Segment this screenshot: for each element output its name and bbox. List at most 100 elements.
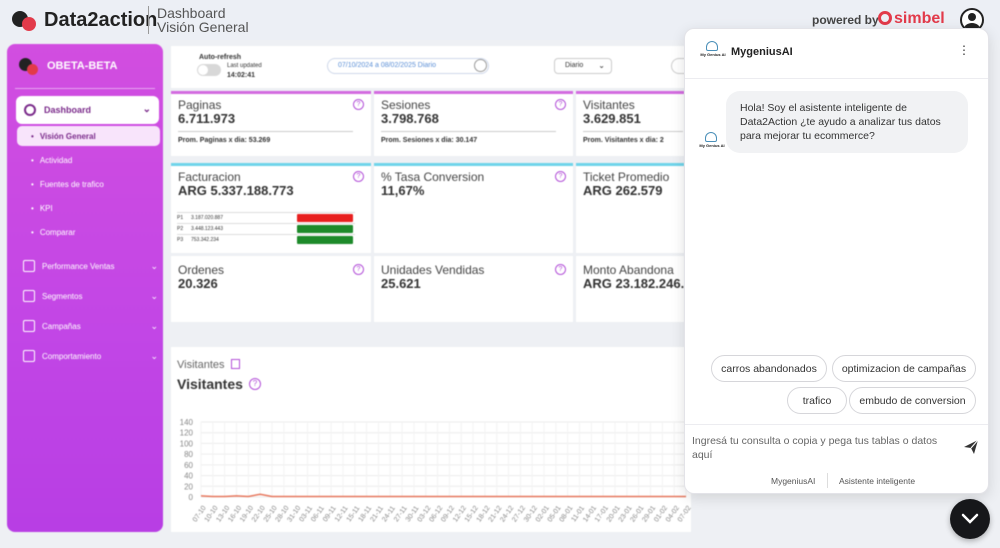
chat-toggle-button[interactable] [950, 499, 990, 539]
help-icon[interactable]: ? [353, 264, 364, 275]
sidebar: OBETA-BETA Dashboard ⌄ Visión General Ac… [7, 44, 163, 532]
simbel-logo-icon [878, 11, 892, 25]
y-tick-label: 100 [180, 439, 194, 448]
kpi-card-ticket: Ticket Promedio ARG 262.579 [576, 163, 684, 253]
help-icon[interactable]: ? [249, 378, 261, 390]
clock-icon[interactable] [474, 59, 487, 72]
account-name: OBETA-BETA [47, 60, 118, 72]
bot-logo-text: My Genius AI [699, 143, 725, 148]
page-title: Dashboard [157, 5, 226, 21]
sidebar-item-label: Comportamiento [42, 351, 102, 361]
help-icon[interactable]: ? [555, 99, 566, 110]
y-tick-label: 80 [184, 450, 193, 459]
card-accent-line [171, 91, 371, 94]
sidebar-item-dashboard[interactable]: Dashboard ⌄ [16, 96, 159, 124]
data2action-logo-icon[interactable] [12, 7, 38, 33]
auto-refresh-toggle[interactable] [197, 64, 221, 76]
kpi-subtitle: Prom. Visitantes x dia: 2 [583, 137, 664, 144]
sidebar-item-label: Dashboard [44, 105, 92, 115]
help-icon[interactable]: ? [353, 171, 364, 182]
last-updated-label: Last updated [227, 63, 262, 69]
bar-chart-icon [23, 260, 35, 272]
granularity-value: Diario [565, 62, 584, 69]
sidebar-subitem-actividad[interactable]: Actividad [17, 150, 160, 170]
send-icon[interactable] [963, 439, 979, 455]
y-tick-label: 0 [189, 493, 194, 502]
more-options-icon[interactable]: ⋮ [958, 43, 970, 57]
sidebar-divider [15, 88, 155, 89]
table-row: P2 3.448.123.443 [177, 223, 355, 234]
document-icon [23, 290, 35, 302]
y-tick-label: 20 [184, 482, 193, 491]
header-divider [148, 6, 149, 34]
sidebar-subitem-kpi[interactable]: KPI [17, 198, 160, 218]
auto-refresh-label: Auto-refresh [199, 54, 242, 61]
footer-tagline: Asistente inteligente [839, 476, 916, 486]
brand-name: Data2action [44, 9, 158, 31]
section-label: Visitantes [177, 359, 225, 371]
card-accent-line [374, 163, 573, 166]
row-bar [297, 214, 353, 222]
kpi-title: Visitantes [583, 98, 635, 112]
row-value: 753.342.234 [191, 237, 219, 243]
filter-extra-control[interactable] [671, 58, 691, 74]
kpi-value: 20.326 [178, 276, 218, 291]
footer-divider [827, 473, 828, 488]
sidebar-item-performance-ventas[interactable]: Performance Ventas ⌄ [23, 256, 158, 276]
sidebar-item-campanas[interactable]: Campañas ⌄ [23, 316, 158, 336]
sidebar-subitem-comparar[interactable]: Comparar [17, 222, 160, 242]
kpi-value: 25.621 [381, 276, 421, 291]
mygenius-logo-icon: My Genius AI [700, 41, 726, 65]
row-value: 3.187.020.887 [191, 215, 223, 221]
footer-brand: MygeniusAI [771, 476, 816, 486]
series-line [200, 493, 686, 498]
last-updated-time: 14:02:41 [227, 72, 256, 79]
kpi-subtitle: Prom. Sesiones x dia: 30.147 [381, 137, 478, 144]
card-accent-line [576, 91, 684, 94]
kpi-title: Paginas [178, 98, 222, 112]
chat-input[interactable] [692, 434, 948, 464]
kpi-card-conversion: % Tasa Conversion 11,67% ? [374, 163, 573, 253]
y-tick-label: 60 [184, 461, 193, 470]
row-value: 3.448.123.443 [191, 226, 223, 232]
row-key: P3 [177, 237, 184, 243]
table-row: P3 753.342.234 [177, 234, 355, 245]
kpi-title: Ordenes [178, 263, 225, 277]
kpi-title: % Tasa Conversion [381, 170, 485, 184]
table-row: P1 3.187.020.887 [177, 212, 355, 223]
card-accent-line [171, 163, 371, 166]
kpi-value: ARG 23.182.246. [583, 276, 684, 291]
dashboard-icon [24, 104, 36, 116]
row-bar [297, 236, 353, 244]
kpi-subtitle: Prom. Paginas x dia: 53.269 [178, 137, 271, 144]
help-icon[interactable]: ? [555, 171, 566, 182]
kpi-card-facturacion: Facturacion ARG 5.337.188.773 ? P1 3.187… [171, 163, 371, 253]
kpi-card-ordenes: Ordenes 20.326 ? [171, 256, 371, 322]
visitors-chart-panel: Visitantes Visitantes ? 140 120 100 80 60 40 2… [171, 347, 691, 532]
chevron-down-icon: ⌄ [150, 350, 158, 361]
sidebar-subitem-vision-general[interactable]: Visión General [17, 126, 160, 146]
chart-title: Visitantes [177, 376, 243, 392]
date-range-picker[interactable]: 07/10/2024 a 08/02/2025 Diario [327, 58, 489, 74]
help-icon[interactable]: ? [353, 99, 364, 110]
sidebar-item-label: Segmentos [42, 291, 83, 301]
bot-avatar-icon: My Genius AI [699, 132, 725, 156]
kpi-card-paginas: Paginas 6.711.973 ? Prom. Paginas x dia:… [171, 91, 371, 156]
help-icon[interactable]: ? [555, 264, 566, 275]
chat-input-area [685, 424, 988, 468]
kpi-card-sesiones: Sesiones 3.798.768 ? Prom. Sesiones x di… [374, 91, 573, 156]
sidebar-item-segmentos[interactable]: Segmentos ⌄ [23, 286, 158, 306]
sidebar-item-comportamiento[interactable]: Comportamiento ⌄ [23, 346, 158, 366]
sidebar-subitem-fuentes[interactable]: Fuentes de trafico [17, 174, 160, 194]
powered-by-label: powered by [812, 13, 879, 27]
granularity-select[interactable]: Diario ⌄ [554, 58, 612, 74]
suggestion-chip[interactable]: trafico [787, 387, 847, 414]
row-bar [297, 225, 353, 233]
chat-header: My Genius AI MygeniusAI ⋮ [685, 29, 988, 79]
export-icon[interactable] [231, 359, 240, 369]
suggestion-chip[interactable]: optimizacion de campañas [832, 355, 976, 382]
suggestion-chip[interactable]: embudo de conversion [849, 387, 976, 414]
suggestion-chip[interactable]: carros abandonados [711, 355, 827, 382]
screens-icon [23, 350, 35, 362]
kpi-value: 3.629.851 [583, 111, 641, 126]
